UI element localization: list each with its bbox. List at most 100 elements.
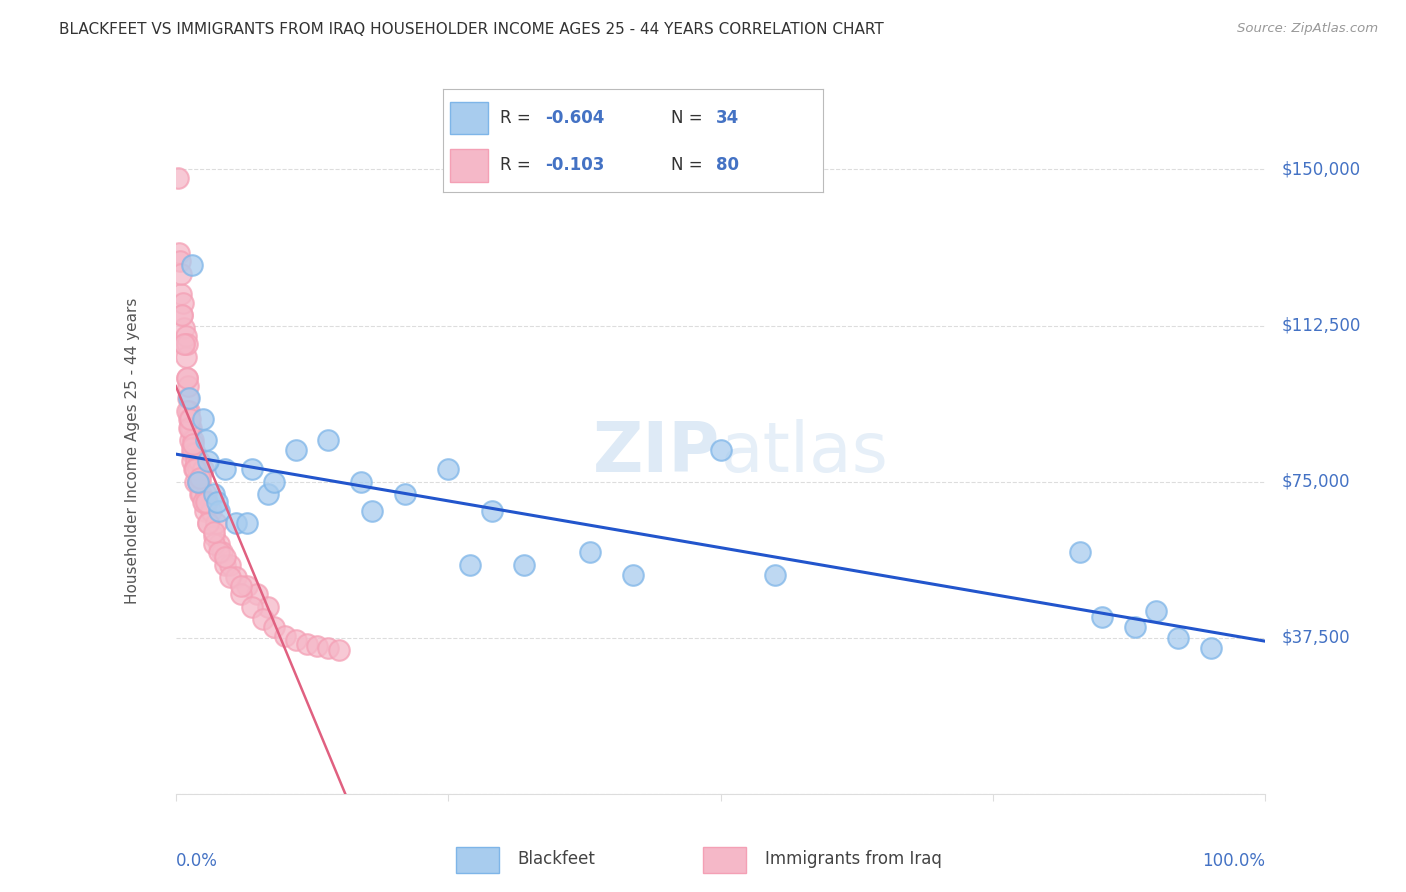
Text: 100.0%: 100.0% [1202, 852, 1265, 871]
Point [214, 549, 236, 564]
Point [170, 267, 193, 281]
Point [240, 462, 263, 476]
Point [202, 524, 225, 539]
Bar [450, 102, 488, 135]
Point [219, 570, 242, 584]
Point [181, 433, 204, 447]
Point [263, 620, 285, 634]
Text: BLACKFEET VS IMMIGRANTS FROM IRAQ HOUSEHOLDER INCOME AGES 25 - 44 YEARS CORRELAT: BLACKFEET VS IMMIGRANTS FROM IRAQ HOUSEH… [59, 22, 884, 37]
Point [172, 308, 194, 322]
Point [195, 487, 218, 501]
Text: Source: ZipAtlas.com: Source: ZipAtlas.com [1237, 22, 1378, 36]
Point [257, 487, 280, 501]
Point [177, 420, 200, 434]
Text: R =: R = [501, 109, 536, 127]
Point [188, 487, 211, 501]
Point [194, 504, 217, 518]
Point [188, 475, 211, 489]
Text: -0.604: -0.604 [546, 109, 605, 127]
Text: Householder Income Ages 25 - 44 years: Householder Income Ages 25 - 44 years [125, 297, 139, 604]
Point [257, 599, 280, 614]
Point [295, 637, 318, 651]
Text: 34: 34 [716, 109, 740, 127]
Point [190, 487, 212, 501]
Point [187, 454, 209, 468]
Point [235, 516, 257, 531]
Point [197, 516, 219, 531]
Text: Blackfeet: Blackfeet [517, 849, 595, 868]
Point [177, 379, 200, 393]
Point [240, 599, 263, 614]
Point [191, 412, 214, 426]
Point [186, 475, 209, 489]
Point [225, 516, 247, 531]
Point [167, 245, 190, 260]
Text: $150,000: $150,000 [1282, 161, 1361, 178]
Point [231, 587, 253, 601]
Point [193, 495, 215, 509]
Point [202, 537, 225, 551]
Point [176, 370, 198, 384]
Point [328, 643, 350, 657]
Text: ZIP: ZIP [593, 419, 721, 486]
Text: N =: N = [671, 156, 707, 174]
Point [284, 632, 307, 647]
Point [263, 475, 285, 489]
Point [186, 462, 209, 476]
Text: $37,500: $37,500 [1282, 629, 1350, 647]
Point [252, 612, 274, 626]
Point [481, 504, 503, 518]
Point [179, 433, 201, 447]
Point [172, 308, 194, 322]
Point [231, 579, 253, 593]
Point [205, 495, 228, 509]
Point [188, 470, 211, 484]
Point [1167, 631, 1189, 645]
Text: -0.103: -0.103 [546, 156, 605, 174]
Point [186, 475, 209, 489]
Point [202, 529, 225, 543]
Point [318, 641, 340, 656]
Point [350, 475, 373, 489]
Point [274, 629, 297, 643]
Point [177, 392, 200, 406]
Point [177, 412, 200, 426]
Point [458, 558, 481, 572]
Point [710, 443, 733, 458]
Point [181, 442, 204, 456]
Point [197, 454, 219, 468]
Point [284, 443, 307, 458]
Point [208, 504, 231, 518]
Point [183, 462, 205, 476]
Point [177, 404, 200, 418]
Point [235, 579, 257, 593]
Point [513, 558, 536, 572]
Point [211, 545, 233, 559]
Point [167, 170, 190, 185]
Text: $112,500: $112,500 [1282, 317, 1361, 334]
Point [621, 568, 644, 582]
Bar [456, 847, 499, 872]
Point [208, 537, 231, 551]
Text: 0.0%: 0.0% [176, 852, 218, 871]
Point [195, 495, 218, 509]
Point [214, 558, 236, 572]
Point [169, 254, 191, 268]
Text: atlas: atlas [721, 419, 889, 486]
Point [181, 437, 204, 451]
Point [186, 475, 209, 489]
Point [173, 320, 195, 334]
Point [181, 258, 204, 272]
Bar [703, 847, 747, 872]
Point [437, 462, 460, 476]
Point [361, 504, 384, 518]
Text: Immigrants from Iraq: Immigrants from Iraq [765, 849, 942, 868]
Point [1146, 604, 1168, 618]
Point [202, 487, 225, 501]
Point [172, 295, 194, 310]
Point [177, 392, 200, 406]
Point [176, 404, 198, 418]
Point [763, 568, 786, 582]
Text: $75,000: $75,000 [1282, 473, 1350, 491]
Point [208, 545, 231, 559]
